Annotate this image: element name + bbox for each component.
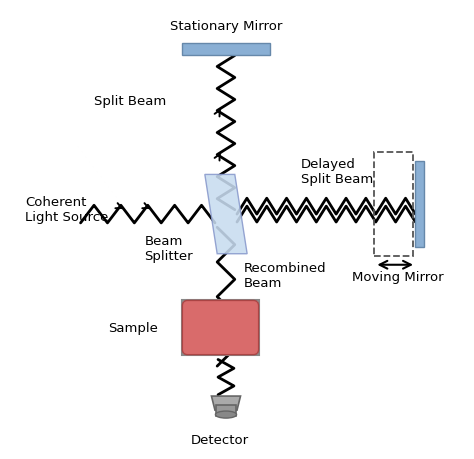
Text: Stationary Mirror: Stationary Mirror xyxy=(170,20,282,34)
Bar xyxy=(216,405,236,416)
Text: Split Beam: Split Beam xyxy=(94,95,166,108)
Text: Detector: Detector xyxy=(191,434,249,448)
Bar xyxy=(182,300,259,355)
Text: Delayed
Split Beam: Delayed Split Beam xyxy=(301,158,373,186)
Text: Recombined
Beam: Recombined Beam xyxy=(244,262,326,290)
Text: Beam
Splitter: Beam Splitter xyxy=(145,235,193,263)
Bar xyxy=(415,161,424,247)
Polygon shape xyxy=(205,174,247,254)
Bar xyxy=(374,152,413,256)
Polygon shape xyxy=(211,396,240,410)
Bar xyxy=(182,43,270,56)
Text: Moving Mirror: Moving Mirror xyxy=(352,271,444,285)
Ellipse shape xyxy=(215,411,237,418)
Text: Coherent
Light Source: Coherent Light Source xyxy=(26,196,109,224)
FancyBboxPatch shape xyxy=(182,301,259,355)
Text: Sample: Sample xyxy=(108,322,158,335)
